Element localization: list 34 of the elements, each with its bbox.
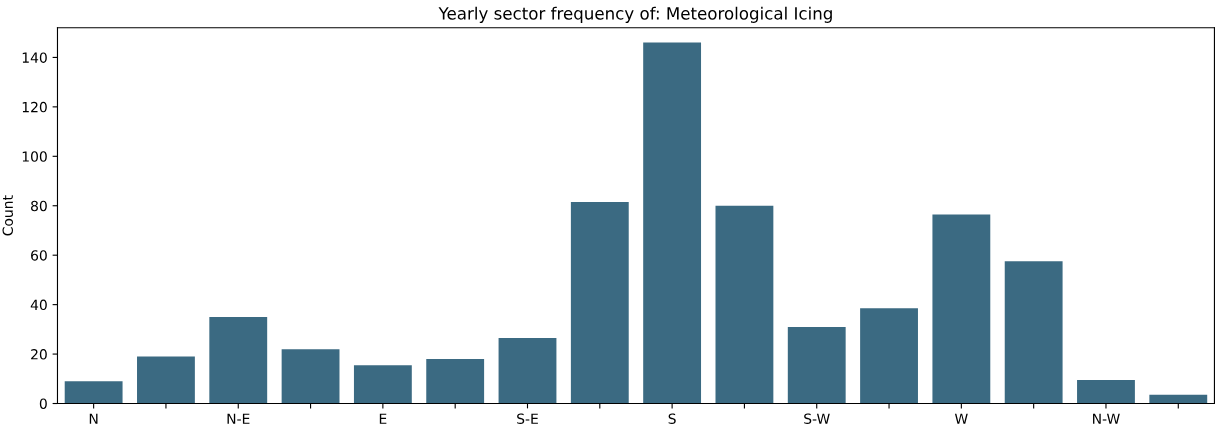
bar [498,338,557,404]
x-tick-label: N [89,413,98,424]
bar [137,356,195,404]
bar [932,214,991,404]
y-tick-label: 120 [22,101,47,113]
x-tick-label: N-E [227,413,250,424]
x-tick-label: S-E [517,413,538,424]
chart-title: Yearly sector frequency of: Meteorological Icing [438,6,832,23]
bar [1149,394,1208,404]
bar [1077,380,1135,404]
bar [787,326,846,404]
bar [860,308,918,404]
bar [209,316,268,404]
x-tick-label: S-W [804,413,830,424]
bar [353,365,412,404]
bar [715,205,774,404]
y-tick-label: 80 [31,200,47,212]
y-tick-label: 100 [22,151,47,162]
y-tick-label: 0 [39,398,47,409]
bar [64,381,123,404]
bar [643,42,702,404]
bar [570,202,629,404]
y-tick-label: 140 [22,52,47,63]
x-tick-label: S [668,413,676,424]
y-tick-label: 20 [31,349,47,360]
y-axis-title: Count [2,195,13,236]
x-tick-label: E [379,413,387,424]
bar [426,359,485,404]
y-tick-label: 60 [31,250,47,261]
y-tick-label: 40 [30,299,47,311]
bar [281,349,340,404]
x-tick-label: N-W [1093,413,1120,424]
bar [1004,261,1063,404]
x-tick-label: W [954,413,968,424]
